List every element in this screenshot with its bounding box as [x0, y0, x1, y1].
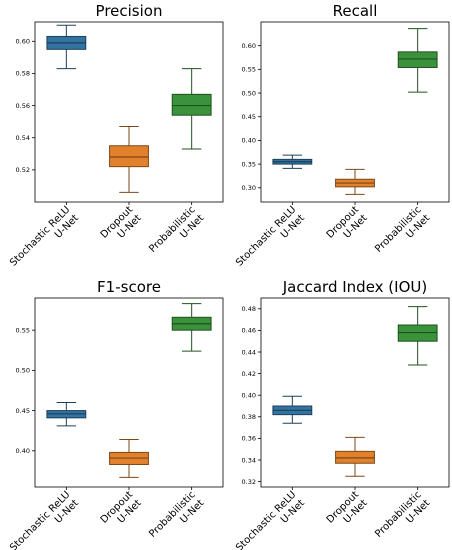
x-category-label: ProbabilisticU-Net [373, 204, 432, 263]
box-1 [272, 395, 313, 424]
box-1 [46, 24, 87, 70]
y-tick-label: 0.60 [242, 42, 256, 50]
x-category-label: Stochastic ReLUU-Net [234, 489, 307, 550]
plot-frame [34, 21, 224, 203]
y-tick-label: 0.32 [242, 478, 256, 486]
box-3 [171, 68, 212, 150]
chart-panel-2: Recall 0.30 0.35 0.40 0.45 0.50 0.55 0.60 Stocha… [234, 2, 450, 277]
x-category-label: ProbabilisticU-Net [147, 489, 206, 548]
plot-frame [260, 21, 450, 203]
box-2 [109, 125, 149, 193]
y-tick-label: 0.45 [242, 113, 256, 121]
box-2 [109, 439, 149, 478]
x-category-label: DropoutU-Net [325, 489, 370, 534]
y-tick-label: 0.58 [16, 70, 30, 78]
y-tick-label: 0.35 [242, 160, 256, 168]
iqr-box [109, 145, 149, 168]
box-1 [272, 154, 313, 169]
x-category-label: DropoutU-Net [99, 489, 144, 534]
y-tick-label: 0.56 [16, 102, 30, 110]
chart-title: Precision [96, 2, 163, 20]
y-tick-label: 0.46 [242, 327, 256, 335]
chart-title: F1-score [97, 278, 161, 296]
x-category-label: Stochastic ReLUU-Net [234, 204, 307, 277]
box-3 [397, 306, 438, 366]
x-category-label: ProbabilisticU-Net [147, 204, 206, 263]
y-tick-label: 0.42 [242, 370, 256, 378]
plot-frame [260, 297, 450, 488]
y-tick-label: 0.45 [16, 407, 30, 415]
y-tick-label: 0.44 [242, 348, 256, 356]
x-category-label: DropoutU-Net [99, 204, 144, 249]
x-category-label: DropoutU-Net [325, 204, 370, 249]
iqr-box [171, 93, 212, 116]
y-tick-label: 0.52 [16, 166, 30, 174]
y-tick-label: 0.50 [16, 367, 30, 375]
box-1 [46, 402, 87, 427]
y-tick-label: 0.34 [242, 456, 256, 464]
x-category-label: Stochastic ReLUU-Net [8, 489, 81, 550]
box-3 [171, 303, 212, 352]
box-2 [335, 436, 375, 477]
y-tick-label: 0.40 [242, 137, 256, 145]
chart-panel-4: Jaccard Index (IOU) 0.32 0.34 0.36 0.38 0.40 0… [234, 278, 450, 550]
y-tick-label: 0.40 [16, 447, 30, 455]
chart-panel-3: F1-score 0.40 0.45 0.50 0.55 Stochastic ReLUU… [8, 278, 224, 550]
box-2 [335, 168, 375, 195]
x-category-label: Stochastic ReLUU-Net [8, 204, 81, 277]
y-tick-label: 0.48 [242, 305, 256, 313]
x-category-label: ProbabilisticU-Net [373, 489, 432, 548]
iqr-box [397, 51, 438, 68]
y-tick-label: 0.38 [242, 413, 256, 421]
box-3 [397, 28, 438, 93]
y-tick-label: 0.55 [242, 66, 256, 74]
y-tick-label: 0.50 [242, 89, 256, 97]
chart-title: Recall [333, 2, 378, 20]
y-tick-label: 0.60 [16, 38, 30, 46]
y-tick-label: 0.30 [242, 184, 256, 192]
y-tick-label: 0.36 [242, 435, 256, 443]
plot-frame [34, 297, 224, 488]
y-tick-label: 0.55 [16, 326, 30, 334]
y-tick-label: 0.40 [242, 392, 256, 400]
chart-panel-1: Precision 0.52 0.54 0.56 0.58 0.60 Stochastic … [8, 2, 224, 277]
chart-title: Jaccard Index (IOU) [282, 278, 427, 296]
y-tick-label: 0.54 [16, 134, 30, 142]
